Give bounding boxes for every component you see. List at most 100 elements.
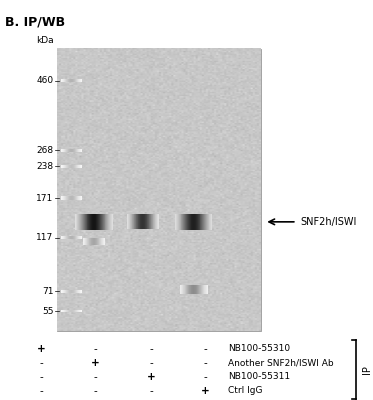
Text: 238: 238 [37, 162, 54, 171]
Bar [88, 214, 89, 230]
Bar [153, 214, 154, 229]
Bar [190, 214, 191, 230]
Bar [83, 214, 84, 230]
Text: -: - [203, 344, 207, 354]
Bar [208, 214, 209, 230]
Bar [183, 214, 184, 230]
Text: 460: 460 [37, 76, 54, 85]
Bar [207, 214, 208, 230]
Bar [192, 214, 193, 230]
Text: -: - [40, 372, 44, 382]
Text: -: - [93, 344, 97, 354]
Bar [187, 214, 188, 230]
Bar [200, 214, 201, 230]
Bar [149, 214, 150, 229]
Bar [193, 214, 194, 230]
Bar [95, 214, 96, 230]
Bar [143, 214, 144, 229]
Bar [144, 214, 145, 229]
Bar [178, 214, 179, 230]
Text: kDa: kDa [36, 36, 54, 45]
Bar [84, 214, 85, 230]
Bar [203, 214, 204, 230]
Bar [96, 214, 97, 230]
Bar [150, 214, 151, 229]
Bar [80, 214, 81, 230]
Bar [176, 214, 177, 230]
Bar [127, 214, 128, 229]
Bar [194, 214, 195, 230]
Bar [158, 214, 159, 229]
Text: +: + [37, 344, 46, 354]
FancyBboxPatch shape [57, 49, 261, 331]
Bar [152, 214, 153, 229]
Bar [157, 214, 158, 229]
Text: 268: 268 [37, 146, 54, 155]
Bar [112, 214, 113, 230]
Bar [82, 214, 83, 230]
Bar [148, 214, 149, 229]
Bar [179, 214, 180, 230]
Bar [98, 214, 99, 230]
Bar [211, 214, 212, 230]
Bar [97, 214, 98, 230]
Bar [75, 214, 76, 230]
Bar [110, 214, 111, 230]
Text: Ctrl IgG: Ctrl IgG [228, 386, 263, 395]
Bar [136, 214, 137, 229]
Bar [188, 214, 189, 230]
Text: SNF2h/ISWI: SNF2h/ISWI [300, 217, 357, 227]
Bar [199, 214, 200, 230]
Bar [81, 214, 82, 230]
Text: -: - [203, 358, 207, 368]
Text: IP: IP [361, 365, 372, 374]
Bar [76, 214, 77, 230]
Bar [93, 214, 94, 230]
Text: NB100-55311: NB100-55311 [228, 372, 291, 381]
Text: -: - [93, 372, 97, 382]
Bar [108, 214, 109, 230]
Bar [90, 214, 91, 230]
Bar [147, 214, 148, 229]
Text: NB100-55310: NB100-55310 [228, 344, 291, 354]
Bar [205, 214, 206, 230]
Bar [184, 214, 185, 230]
Bar [139, 214, 140, 229]
Bar [198, 214, 199, 230]
Bar [132, 214, 133, 229]
Bar [133, 214, 134, 229]
Bar [196, 214, 197, 230]
Bar [101, 214, 102, 230]
Bar [156, 214, 157, 229]
Bar [106, 214, 107, 230]
Text: +: + [91, 358, 100, 368]
Bar [92, 214, 93, 230]
Bar [79, 214, 80, 230]
Bar [177, 214, 178, 230]
Bar [195, 214, 196, 230]
Bar [191, 214, 192, 230]
Bar [189, 214, 190, 230]
Bar [142, 214, 143, 229]
Bar [128, 214, 129, 229]
Bar [197, 214, 198, 230]
Bar [104, 214, 105, 230]
Bar [105, 214, 106, 230]
Bar [85, 214, 86, 230]
Bar [134, 214, 135, 229]
Text: -: - [149, 344, 153, 354]
Bar [186, 214, 187, 230]
Text: +: + [201, 386, 209, 396]
Bar [107, 214, 108, 230]
Bar [182, 214, 183, 230]
Text: -: - [40, 386, 44, 396]
Bar [89, 214, 90, 230]
Bar [155, 214, 156, 229]
Text: 55: 55 [42, 307, 54, 316]
Bar [87, 214, 88, 230]
Text: Another SNF2h/ISWI Ab: Another SNF2h/ISWI Ab [228, 358, 334, 367]
Bar [78, 214, 79, 230]
Text: -: - [93, 386, 97, 396]
Text: -: - [149, 386, 153, 396]
Bar [129, 214, 130, 229]
